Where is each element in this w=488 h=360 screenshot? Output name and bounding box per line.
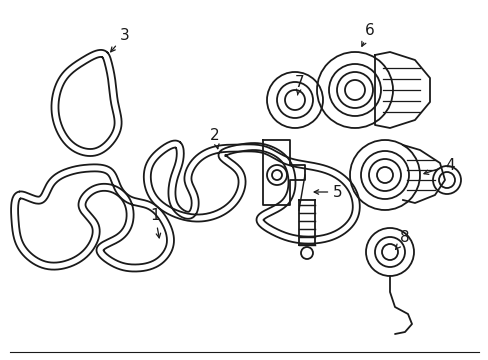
Text: 5: 5 — [313, 185, 342, 199]
Text: 2: 2 — [210, 127, 220, 149]
Text: 3: 3 — [110, 27, 130, 52]
Text: 7: 7 — [295, 75, 304, 95]
Text: 1: 1 — [150, 207, 160, 238]
Text: 4: 4 — [423, 158, 454, 174]
Text: 8: 8 — [395, 230, 409, 249]
Text: 6: 6 — [361, 23, 374, 46]
